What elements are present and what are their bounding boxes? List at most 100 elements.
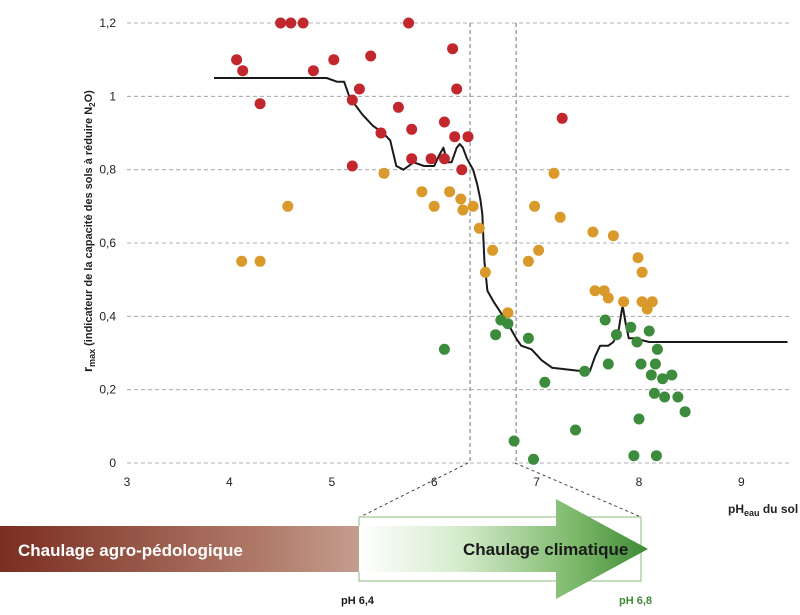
data-point-orange xyxy=(554,211,566,223)
data-point-red xyxy=(449,131,461,143)
y-tick-label: 1,2 xyxy=(99,16,116,30)
data-point-orange xyxy=(636,266,648,278)
band-green-arrow xyxy=(359,499,648,599)
data-point-green xyxy=(645,369,657,381)
y-tick-label: 0,2 xyxy=(99,383,116,397)
x-tick-label: 9 xyxy=(738,475,745,489)
data-point-orange xyxy=(587,226,599,238)
data-point-orange xyxy=(487,244,499,256)
y-axis-title-sub2: 2 xyxy=(88,102,97,107)
x-axis: 3 4 5 6 7 8 9 xyxy=(124,475,745,489)
data-point-red xyxy=(365,50,377,62)
data-point-orange xyxy=(444,186,456,198)
band-left-label: Chaulage agro-pédologique xyxy=(18,541,243,560)
projection-line-left xyxy=(359,462,469,518)
y-axis-title-main: r xyxy=(80,367,95,372)
data-point-red xyxy=(406,153,418,165)
x-tick-label: 5 xyxy=(328,475,335,489)
y-axis: 0 0,2 0,4 0,6 0,8 1 1,2 xyxy=(99,16,116,470)
data-point-red xyxy=(307,65,319,77)
data-point-red xyxy=(254,98,266,110)
x-axis-title: pHeau du sol xyxy=(728,502,798,518)
series-green xyxy=(438,314,691,465)
data-point-green xyxy=(490,329,502,341)
threshold-lines xyxy=(469,23,517,463)
data-point-red xyxy=(275,17,287,29)
projection-line-right xyxy=(514,462,642,518)
x-tick-label: 6 xyxy=(431,475,438,489)
data-point-green xyxy=(657,373,669,385)
grid-lines xyxy=(127,22,792,464)
series-red xyxy=(231,17,568,176)
data-point-green xyxy=(672,391,684,403)
x-axis-title-suffix: du sol xyxy=(760,502,799,516)
data-point-green xyxy=(599,314,611,326)
data-point-orange xyxy=(467,200,479,212)
data-point-orange xyxy=(457,204,469,216)
x-axis-title-main: pH xyxy=(728,502,744,516)
data-point-orange xyxy=(455,193,467,205)
y-tick-label: 1 xyxy=(109,89,116,103)
data-point-orange xyxy=(428,200,440,212)
data-point-green xyxy=(570,424,581,436)
trend-curve xyxy=(214,77,788,373)
data-point-green xyxy=(528,453,539,465)
y-tick-label: 0,8 xyxy=(99,163,116,177)
y-axis-title: rmax (indicateur de la capacité des sols… xyxy=(80,90,97,372)
data-point-green xyxy=(522,332,534,344)
data-point-orange xyxy=(548,167,560,179)
data-point-red xyxy=(451,83,463,95)
data-point-green xyxy=(631,336,643,348)
data-point-red xyxy=(403,17,415,29)
data-point-red xyxy=(353,83,365,95)
x-tick-label: 7 xyxy=(533,475,540,489)
x-tick-label: 8 xyxy=(636,475,643,489)
data-point-red xyxy=(425,153,437,165)
data-point-orange xyxy=(522,255,534,267)
y-axis-title-text2: O) xyxy=(83,90,95,103)
data-point-green xyxy=(635,358,647,370)
data-point-green xyxy=(628,450,640,462)
data-point-orange xyxy=(607,230,619,242)
band-right-label: Chaulage climatique xyxy=(463,540,628,559)
liming-band: Chaulage agro-pédologique Chaulage clima… xyxy=(0,499,652,607)
data-point-orange xyxy=(236,255,248,267)
data-point-red xyxy=(438,153,450,165)
data-point-green xyxy=(679,406,691,418)
data-point-green xyxy=(579,365,591,377)
data-point-green xyxy=(633,413,645,425)
data-point-green xyxy=(438,343,450,355)
data-point-green xyxy=(539,376,551,388)
x-tick-label: 3 xyxy=(124,475,131,489)
y-axis-title-text1: (indicateur de la capacité des sols à ré… xyxy=(83,107,95,349)
y-axis-title-sub: max xyxy=(87,349,97,367)
data-point-green xyxy=(650,450,662,462)
data-point-red xyxy=(456,164,468,176)
data-point-red xyxy=(231,54,243,66)
data-point-red xyxy=(346,160,358,172)
y-tick-label: 0,6 xyxy=(99,236,116,250)
data-point-green xyxy=(643,325,655,337)
ph-right-label: pH 6,8 xyxy=(619,595,652,607)
data-point-orange xyxy=(602,292,614,304)
data-point-orange xyxy=(589,285,601,297)
data-point-orange xyxy=(254,255,266,267)
data-point-red xyxy=(438,116,450,128)
data-point-red xyxy=(346,94,358,106)
data-point-green xyxy=(659,391,671,403)
data-point-green xyxy=(508,435,520,447)
data-point-red xyxy=(297,17,309,29)
data-point-green xyxy=(648,387,660,399)
data-point-orange xyxy=(378,167,390,179)
data-point-green xyxy=(502,318,514,330)
data-point-orange xyxy=(473,222,485,234)
data-point-orange xyxy=(416,186,428,198)
data-point-orange xyxy=(479,266,491,278)
data-point-orange xyxy=(646,296,658,308)
data-point-red xyxy=(406,123,418,135)
series-orange xyxy=(236,167,658,319)
data-point-orange xyxy=(502,307,514,319)
y-tick-label: 0 xyxy=(109,456,116,470)
data-point-green xyxy=(649,358,661,370)
